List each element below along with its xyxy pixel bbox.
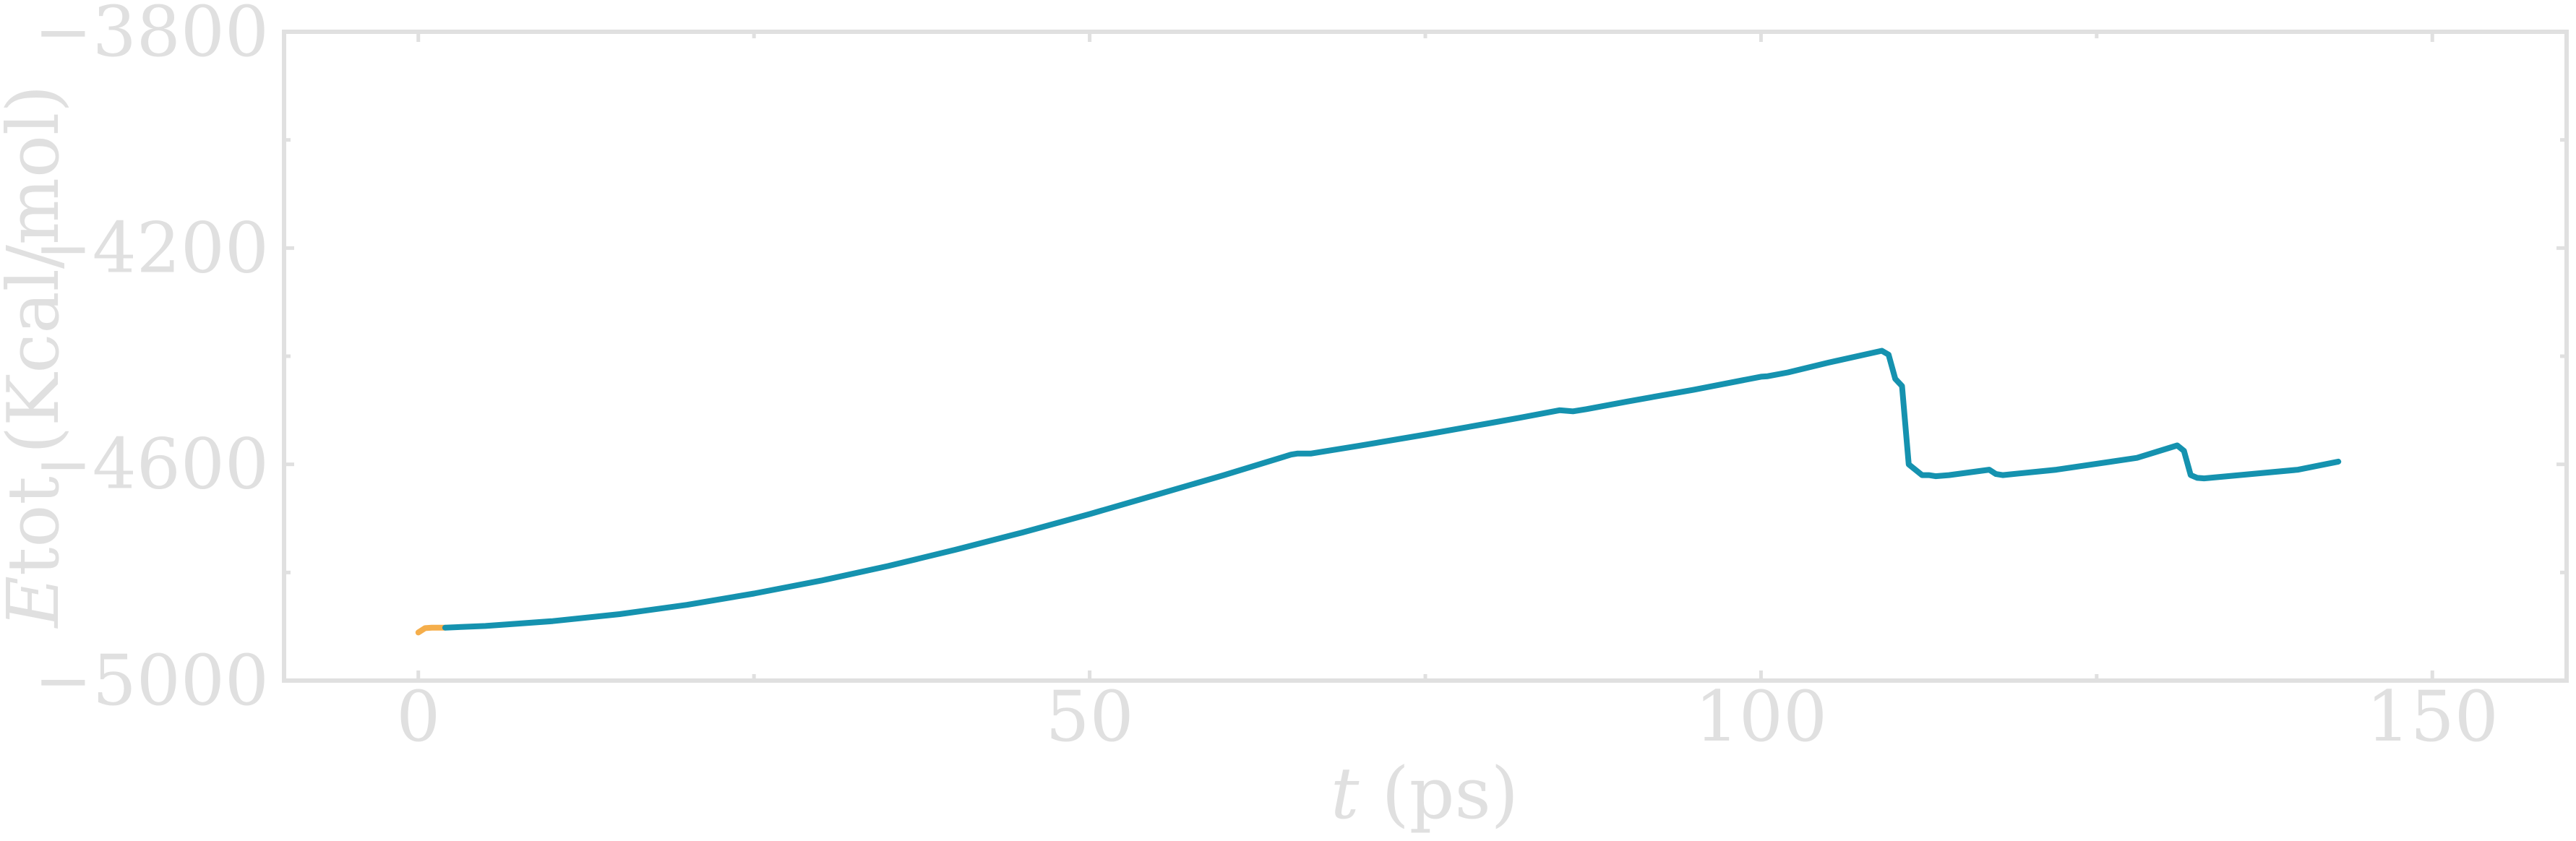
y-tick-label: −4600 [34,424,269,505]
y-axis-label: Etot (Kcal/mol) [0,85,75,629]
series-lines [415,348,2342,636]
y-tick-label: −4200 [34,207,269,288]
tick-labels: 0 50 100 150 −5000 −4600 −4200 −3800 [34,0,2499,757]
series-line-1 [415,624,448,636]
x-axis-label: t (ps) [1331,753,1519,835]
y-axis-label-italic: E [0,576,75,629]
x-axis-label-italic: t [1331,753,1360,835]
x-tick-label: 0 [396,676,440,757]
y-tick-label: −3800 [34,0,269,72]
plot-frame [282,30,2569,683]
series-line-2 [442,348,2342,631]
y-axis-label-rest: tot (Kcal/mol) [0,85,75,576]
tick-marks [284,30,2567,683]
x-axis-label-unit: (ps) [1359,753,1519,835]
x-tick-label: 100 [1695,676,1827,757]
y-tick-label: −5000 [34,640,269,721]
x-tick-label: 150 [2366,676,2499,757]
x-tick-label: 50 [1046,676,1134,757]
